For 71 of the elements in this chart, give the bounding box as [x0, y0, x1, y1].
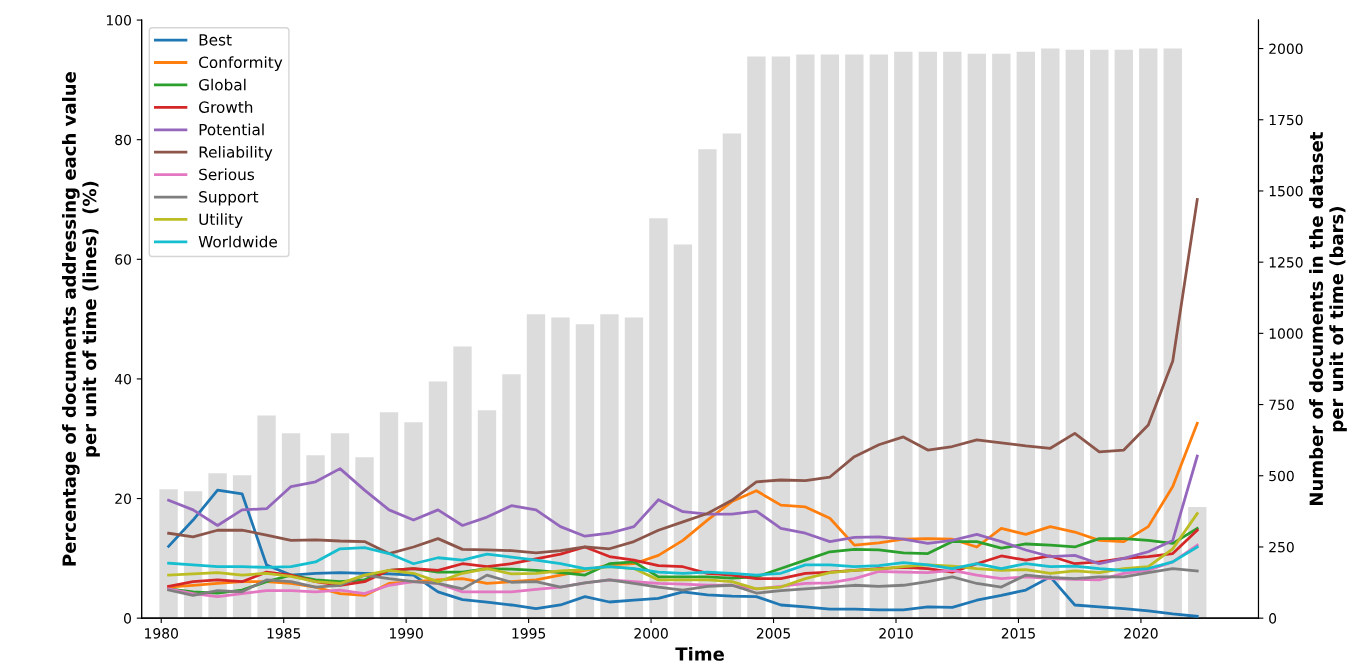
y2-tick-label: 1000 [1269, 328, 1303, 339]
bar [771, 56, 791, 619]
x-tick-label: 1985 [267, 628, 301, 639]
bar [1041, 48, 1060, 619]
y-axis-title: Percentage of documents addressing each value per unit of time (lines) (%) [62, 72, 100, 566]
legend-label: Growth [199, 101, 253, 113]
y-tick-label: 100 [106, 15, 131, 26]
bar [551, 317, 570, 619]
x-tick-label: 1995 [512, 628, 546, 639]
bar [1139, 48, 1158, 619]
legend-label: Reliability [199, 145, 273, 161]
legend-label: Worldwide [198, 235, 277, 248]
bar [845, 54, 864, 619]
bar [796, 54, 815, 619]
y-tick-label: 20 [115, 493, 131, 505]
bar [869, 54, 889, 619]
legend-label: Support [199, 191, 259, 206]
x-tick-label: 1990 [390, 628, 423, 639]
bar [600, 314, 619, 619]
y2-tick-label: 1250 [1269, 257, 1303, 268]
x-axis-title: Time [675, 646, 724, 661]
y2-axis-title: Number of documents in the dataset per unit of time (bars) [1309, 132, 1347, 505]
legend-label: Conformity [199, 56, 283, 72]
line-series [167, 512, 1199, 591]
y2-tick-label: 2000 [1269, 43, 1303, 55]
line-series [167, 567, 1199, 597]
legend-label: Serious [199, 168, 255, 181]
bar [943, 51, 962, 619]
x-tick-label: 1980 [145, 628, 178, 639]
y-tick-label: 80 [115, 134, 131, 146]
line-series [167, 454, 1199, 566]
bar [722, 133, 742, 619]
x-tick-label: 2020 [1124, 628, 1158, 639]
y2-tick-label: 0 [1269, 613, 1277, 624]
legend-label: Best [199, 34, 232, 46]
y2-tick-label: 1750 [1269, 114, 1303, 126]
bar [894, 51, 913, 619]
bar [918, 51, 938, 619]
y2-tick-label: 250 [1269, 541, 1294, 553]
x-tick-label: 2000 [634, 628, 668, 639]
y-tick-label: 0 [124, 613, 131, 624]
bar [1065, 49, 1084, 619]
bar [698, 149, 717, 619]
bar [1163, 48, 1182, 619]
x-tick-label: 2005 [756, 628, 790, 639]
y2-tick-label: 1500 [1269, 185, 1303, 197]
x-tick-label: 2010 [879, 628, 913, 639]
line-series [167, 545, 1199, 577]
legend-label: Potential [199, 123, 264, 136]
bar [502, 374, 521, 619]
line-series [167, 488, 1199, 618]
bar [967, 53, 987, 619]
bar [404, 422, 423, 619]
bar [649, 218, 668, 619]
bar [820, 54, 840, 619]
bar [526, 314, 546, 619]
bar [673, 244, 693, 619]
x-tick-label: 2015 [1001, 628, 1035, 639]
bar [1114, 49, 1133, 619]
y2-tick-label: 750 [1269, 399, 1294, 411]
bar [575, 324, 595, 619]
y-tick-label: 60 [115, 254, 131, 265]
legend-label: Utility [199, 213, 243, 229]
bar [453, 346, 472, 619]
bar [747, 56, 766, 619]
legend-label: Global [199, 78, 246, 91]
bar [992, 53, 1011, 619]
bar [1090, 49, 1109, 619]
y-tick-label: 40 [114, 373, 131, 385]
bar [1016, 51, 1035, 619]
y2-tick-label: 500 [1269, 470, 1294, 482]
